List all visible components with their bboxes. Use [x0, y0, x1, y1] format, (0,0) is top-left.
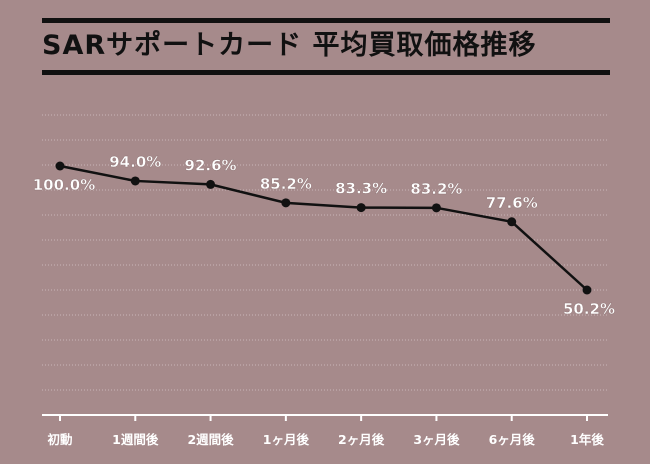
- x-tick-label: 6ヶ月後: [489, 432, 536, 447]
- title-rule-bottom: [42, 70, 610, 75]
- data-point: [206, 179, 216, 189]
- data-point: [431, 203, 441, 213]
- x-tick-label: 1週間後: [112, 432, 159, 447]
- value-label: 100.0%: [33, 176, 95, 194]
- grid-lines: [42, 114, 608, 391]
- data-points: [55, 161, 592, 295]
- x-tick-label: 2ヶ月後: [338, 432, 385, 447]
- x-tick-labels: 初動 1週間後 2週間後 1ヶ月後 2ヶ月後 3ヶ月後 6ヶ月後 1年後: [47, 432, 604, 447]
- x-tick-label: 3ヶ月後: [413, 432, 460, 447]
- x-tick-label: 2週間後: [187, 432, 234, 447]
- x-tick-label: 初動: [47, 432, 72, 447]
- value-label: 94.0%: [109, 153, 161, 171]
- x-tick-label: 1年後: [570, 432, 604, 447]
- series-polyline: [59, 164, 588, 291]
- data-point: [582, 285, 592, 295]
- series-line: [59, 164, 588, 291]
- title-rule-top: [42, 18, 610, 23]
- chart-title: SARサポートカード 平均買取価格推移: [42, 30, 537, 61]
- value-label: 85.2%: [260, 175, 312, 193]
- value-label: 83.3%: [335, 180, 387, 198]
- value-label: 77.6%: [486, 194, 538, 212]
- data-point: [507, 217, 517, 227]
- value-label: 83.2%: [410, 180, 462, 198]
- x-axis: [42, 414, 608, 421]
- value-label: 50.2%: [563, 300, 615, 318]
- value-labels: 100.0% 94.0% 92.6% 85.2% 83.3% 83.2% 77.6% 50.2…: [33, 153, 616, 318]
- value-label: 92.6%: [185, 156, 237, 174]
- data-point: [356, 203, 366, 213]
- data-point: [281, 198, 291, 208]
- data-point: [55, 161, 65, 171]
- x-tick-label: 1ヶ月後: [263, 432, 310, 447]
- data-point: [130, 176, 140, 186]
